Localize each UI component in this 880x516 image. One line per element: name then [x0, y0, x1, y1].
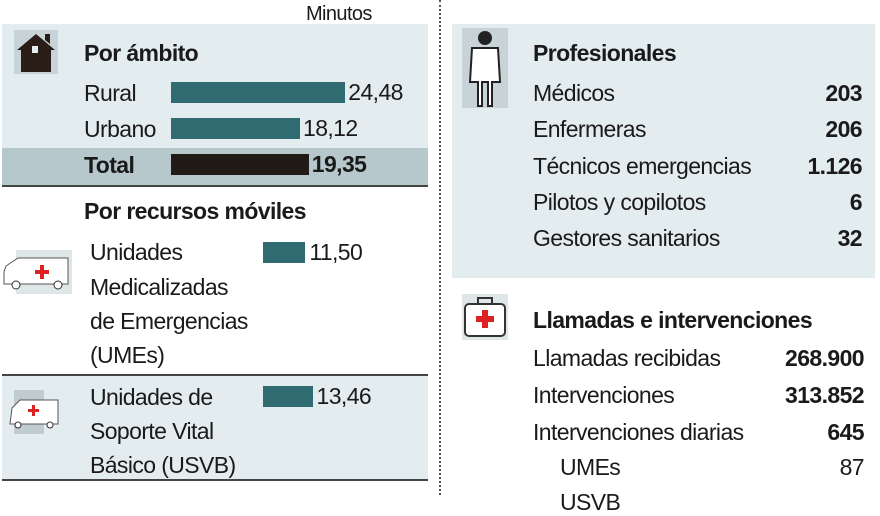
- bar-usvb: [263, 386, 313, 407]
- professional-label: Enfermeras: [533, 116, 646, 143]
- professional-value: 1.126: [807, 152, 862, 179]
- usvb-label-3: Básico (USVB): [90, 452, 236, 478]
- llamadas-value: 645: [827, 419, 864, 445]
- professional-label: Técnicos emergencias: [533, 152, 752, 179]
- professional-value: 6: [849, 188, 863, 215]
- divider-line: [2, 185, 428, 187]
- row-label: Total: [84, 152, 135, 178]
- profesionales-title: Profesionales: [533, 40, 677, 66]
- professional-label: Gestores sanitarios: [533, 225, 720, 252]
- doctor-icon: [462, 28, 508, 108]
- ambulance-icon: [3, 250, 72, 294]
- llamadas-label: Llamadas recibidas: [533, 345, 721, 371]
- professional-label: Médicos: [533, 80, 615, 106]
- dotted-divider: [439, 0, 441, 495]
- row-label: Rural: [84, 80, 137, 106]
- usvb-label-1: Unidades de: [90, 384, 213, 410]
- llamadas-sub-value: 87: [839, 454, 865, 480]
- bar-total: [171, 154, 309, 175]
- professional-value: 32: [837, 225, 863, 252]
- bar-urbano: [171, 118, 300, 139]
- llamadas-value: 313.852: [785, 382, 865, 408]
- umes-label-1: Unidades: [90, 239, 183, 265]
- usvb-label-2: Soporte Vital: [90, 418, 214, 444]
- divider-line: [2, 479, 428, 481]
- house-icon: [14, 30, 58, 74]
- llamadas-sub-label: USVB: [560, 489, 621, 515]
- umes-label-4: (UMEs): [90, 342, 165, 368]
- unit-label: Minutos: [306, 3, 372, 25]
- usvb-panel: [2, 376, 428, 479]
- llamadas-value: 268.900: [785, 345, 865, 371]
- first-aid-kit-icon: [462, 294, 508, 340]
- bar-umes: [263, 242, 306, 263]
- umes-label-2: Medicalizadas: [90, 274, 229, 300]
- divider-line: [2, 374, 428, 376]
- bar-rural: [171, 82, 346, 103]
- llamadas-label: Intervenciones diarias: [533, 419, 744, 445]
- llamadas-title: Llamadas e intervenciones: [533, 307, 813, 333]
- bar-value-label: 19,35: [311, 151, 367, 177]
- moviles-title: Por recursos móviles: [84, 198, 307, 224]
- umes-label-3: de Emergencias: [90, 308, 248, 334]
- bar-value-label: 13,46: [316, 383, 372, 409]
- profesionales-panel: [452, 24, 875, 278]
- ambulance-icon: [9, 390, 59, 434]
- llamadas-label: Intervenciones: [533, 382, 675, 408]
- professional-value: 206: [825, 116, 862, 143]
- bar-value-label: 24,48: [348, 79, 403, 105]
- professional-label: Pilotos y copilotos: [533, 188, 706, 215]
- bar-value-label: 11,50: [309, 239, 363, 265]
- professional-value: 203: [825, 80, 862, 106]
- llamadas-sub-label: UMEs: [560, 454, 621, 480]
- row-label: Urbano: [84, 116, 156, 142]
- bar-value-label: 18,12: [303, 115, 358, 141]
- ambito-title: Por ámbito: [84, 40, 199, 66]
